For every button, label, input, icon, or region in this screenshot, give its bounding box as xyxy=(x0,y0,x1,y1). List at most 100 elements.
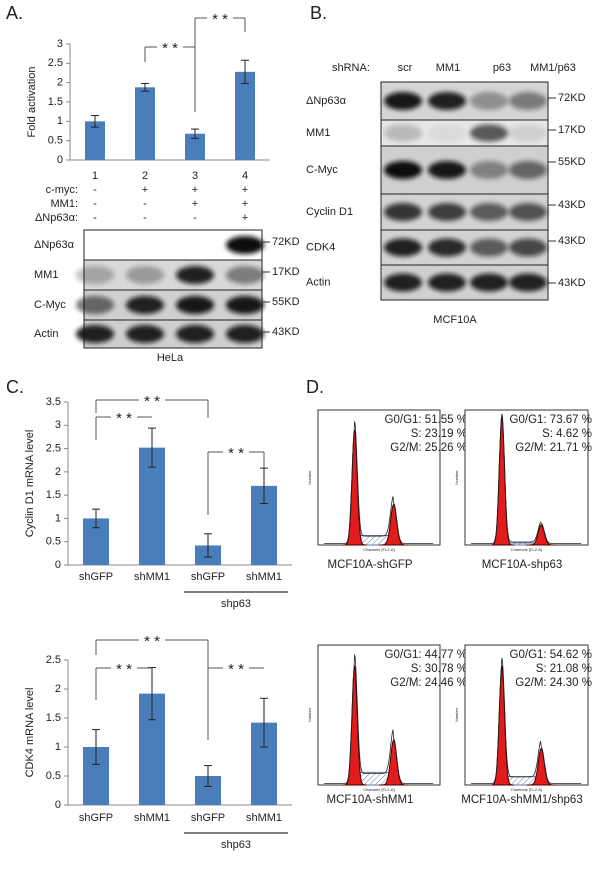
cell-line: MCF10A xyxy=(433,314,477,326)
y-tick-label: 2.5 xyxy=(46,442,61,454)
y-tick-label: 1 xyxy=(57,115,63,127)
x-tick-label: shMM1 xyxy=(134,571,170,583)
blot-size-label: 43KD xyxy=(558,235,586,247)
y-tick-label: 1.5 xyxy=(46,489,61,501)
blot-row-label: Actin xyxy=(306,276,330,288)
lane-label: p63 xyxy=(493,62,511,74)
blot-band xyxy=(509,124,547,142)
annotation: * * xyxy=(116,661,132,678)
error-bar xyxy=(92,508,100,529)
blot-size-label: 43KD xyxy=(558,199,586,211)
condition-sign: + xyxy=(242,212,248,224)
x-tick-label: 1 xyxy=(92,170,98,182)
y-tick-label: 3 xyxy=(57,38,63,50)
blot-band xyxy=(384,92,422,110)
y-axis-label: Fold activation xyxy=(26,67,38,138)
blot-band xyxy=(226,325,264,343)
condition-sign: + xyxy=(242,198,248,210)
annotation-bg xyxy=(157,40,183,54)
annotation-bg xyxy=(207,11,233,25)
histogram-caption: MCF10A-shp63 xyxy=(482,559,563,571)
blot-band xyxy=(470,92,508,110)
y-tick-label: 1.5 xyxy=(48,96,63,108)
y-tick-label: 0.5 xyxy=(46,536,61,548)
condition-sign: - xyxy=(93,212,97,224)
cell-cycle-stat: S: 21.08 % xyxy=(536,663,592,675)
lane-label: scr xyxy=(398,62,413,74)
condition-label: MM1: xyxy=(51,198,79,210)
y-tick-label: 0 xyxy=(57,154,63,166)
y-tick-label: 1.5 xyxy=(46,712,61,724)
x-tick-label: shGFP xyxy=(191,571,225,583)
blot-band xyxy=(509,161,547,179)
blot-band xyxy=(176,266,214,284)
annotation: * * xyxy=(144,633,160,650)
blot-row-label: MM1 xyxy=(34,269,58,281)
cell-cycle-stat: S: 30.78 % xyxy=(411,663,467,675)
error-bar xyxy=(148,427,156,468)
blot-size-label: 72KD xyxy=(558,92,586,104)
blot-band xyxy=(470,161,508,179)
bar xyxy=(135,87,155,160)
blot-band xyxy=(226,266,264,284)
y-tick-label: 1 xyxy=(55,741,61,753)
histogram-frame xyxy=(317,644,441,786)
y-tick-label: 0 xyxy=(55,559,61,571)
y-tick-label: 2.5 xyxy=(48,57,63,69)
x-tick-label: shGFP xyxy=(79,812,113,824)
y-tick-label: 2.5 xyxy=(46,654,61,666)
blot-band xyxy=(384,238,422,257)
histogram-g2-peak xyxy=(526,524,557,546)
blot-band xyxy=(428,203,466,221)
bar xyxy=(235,71,255,160)
blot-band xyxy=(428,92,466,110)
blot-band xyxy=(76,266,114,284)
cell-cycle-stat: G0/G1: 44.77 % xyxy=(385,649,467,661)
histogram-frame xyxy=(317,409,441,546)
histogram-s-phase xyxy=(354,535,395,546)
condition-label: c-myc: xyxy=(46,184,78,196)
blot-band xyxy=(126,325,164,343)
histogram-x-label: Channels (FL2-A) xyxy=(511,787,543,792)
condition-label: ΔNp63α: xyxy=(35,212,78,224)
condition-sign: + xyxy=(192,184,198,196)
blot-band xyxy=(76,296,114,314)
blot-band xyxy=(509,238,547,257)
condition-sign: + xyxy=(142,184,148,196)
histogram-x-label: Channels (FL2-A) xyxy=(363,787,395,792)
y-tick-label: 3 xyxy=(55,419,61,431)
annotation-bg xyxy=(139,393,165,407)
blot-band xyxy=(509,203,547,221)
annotation-bg xyxy=(111,661,137,675)
panel-label: D. xyxy=(306,377,324,397)
blot-row-label: ΔNp63α xyxy=(34,239,75,251)
histogram-s-phase xyxy=(354,771,395,786)
blot-row-label: ΔNp63α xyxy=(306,95,347,107)
blot-band xyxy=(76,325,114,343)
panel-label: B. xyxy=(310,3,327,23)
blot-row-label: MM1 xyxy=(306,127,330,139)
y-tick-label: 2 xyxy=(57,77,63,89)
blot-band xyxy=(384,273,422,292)
histogram-y-label: Number xyxy=(307,707,312,722)
x-tick-label: shMM1 xyxy=(246,812,282,824)
error-bar xyxy=(260,467,268,505)
blot-band xyxy=(176,325,214,343)
blot-band xyxy=(470,273,508,292)
histogram-g2-peak xyxy=(379,739,409,786)
y-tick-label: 0 xyxy=(55,799,61,811)
blot-band xyxy=(428,161,466,179)
group-label: shp63 xyxy=(221,598,251,610)
blot-band xyxy=(384,203,422,221)
error-bar xyxy=(241,59,249,84)
lane-label: MM1 xyxy=(436,62,460,74)
blot-band xyxy=(428,238,466,257)
blot-band xyxy=(428,124,466,142)
histogram-caption: MCF10A-shMM1/shp63 xyxy=(461,794,582,806)
histogram-g1-peak xyxy=(342,665,367,786)
cell-cycle-stat: G2/M: 24.46 % xyxy=(390,677,467,689)
panel-label: A. xyxy=(6,3,23,23)
blot-band xyxy=(126,296,164,314)
blot-band xyxy=(384,161,422,179)
